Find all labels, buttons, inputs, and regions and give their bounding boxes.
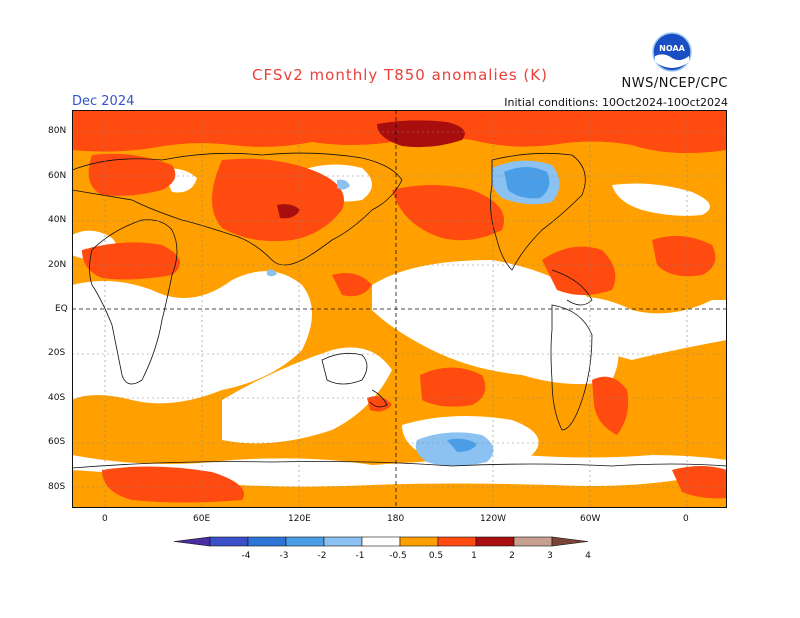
legend-label: -4: [242, 551, 251, 561]
legend-arrow-high: [551, 536, 589, 547]
noaa-logo: NOAA: [652, 32, 692, 72]
agency-label: NWS/NCEP/CPC: [621, 76, 728, 91]
color-legend: -4 -3 -2 -1 -0.5 0.5 1 2 3 4: [173, 536, 592, 561]
lat-label: 20N: [48, 260, 67, 270]
lat-label: 60S: [48, 437, 66, 447]
cool-regions: [267, 160, 560, 466]
legend-swatches: [173, 536, 589, 547]
moderate-warm-regions: [72, 110, 727, 503]
lon-label: 120E: [288, 514, 311, 524]
legend-label: 2: [509, 551, 515, 561]
lon-label: 120W: [480, 514, 507, 524]
legend-swatch: [513, 536, 553, 547]
legend-swatch: [323, 536, 363, 547]
logo-text: NOAA: [659, 44, 685, 53]
legend-swatch: [399, 536, 439, 547]
lon-label: 60W: [580, 514, 601, 524]
lon-label: 180: [387, 514, 405, 524]
coastlines: [72, 152, 727, 469]
grid-lines: [72, 110, 727, 508]
lat-label: 40N: [48, 215, 67, 225]
legend-label: -2: [318, 551, 327, 561]
lat-label: 60N: [48, 171, 67, 181]
legend-label: -0.5: [389, 551, 407, 561]
lat-label: 20S: [48, 348, 66, 358]
legend-label: -1: [356, 551, 365, 561]
legend-label: -3: [280, 551, 289, 561]
legend-swatch: [285, 536, 325, 547]
anomaly-map: [72, 110, 727, 508]
legend-label: 3: [547, 551, 553, 561]
legend-label: 4: [585, 551, 591, 561]
lon-label: 0: [683, 514, 689, 524]
legend-swatch: [361, 536, 401, 547]
lat-label: 40S: [48, 393, 66, 403]
legend-label: 1: [471, 551, 477, 561]
lat-label: EQ: [55, 304, 68, 314]
map-title: CFSv2 monthly T850 anomalies (K): [252, 66, 548, 84]
lon-label: 60E: [193, 514, 211, 524]
legend-swatch: [475, 536, 515, 547]
legend-swatch: [437, 536, 477, 547]
legend-swatch: [247, 536, 287, 547]
legend-labels: -4 -3 -2 -1 -0.5 0.5 1 2 3 4: [242, 551, 592, 561]
legend-swatch: [209, 536, 249, 547]
lat-label: 80S: [48, 482, 66, 492]
lon-label: 0: [102, 514, 108, 524]
forecast-month: Dec 2024: [72, 94, 135, 109]
map-frame: [72, 110, 727, 508]
legend-label: 0.5: [429, 551, 443, 561]
reference-lines: [72, 110, 727, 508]
legend-arrow-low: [173, 536, 211, 547]
neutral-regions: [72, 164, 727, 487]
lat-label: 80N: [48, 126, 67, 136]
strong-warm-regions: [277, 120, 465, 219]
initial-conditions: Initial conditions: 10Oct2024-10Oct2024: [504, 96, 728, 109]
